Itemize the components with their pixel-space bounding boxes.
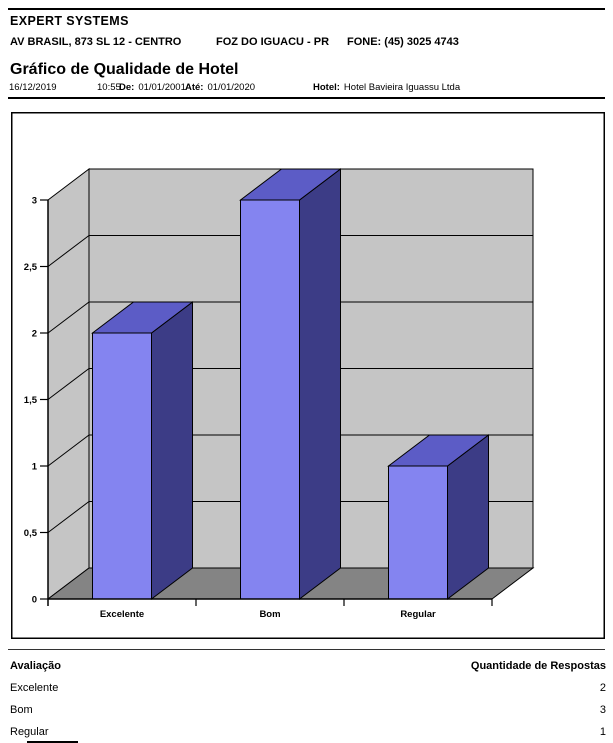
table-row-label: Regular — [10, 726, 49, 738]
table-top-rule — [8, 649, 605, 650]
report-info-line: 16/12/2019 10:55 De: 01/01/2001 Até: 01/01… — [0, 82, 613, 94]
svg-text:2,5: 2,5 — [24, 262, 38, 273]
table-row-label: Bom — [10, 704, 33, 716]
to-label: Até: — [185, 82, 204, 93]
to-value: 01/01/2020 — [207, 82, 256, 93]
svg-text:Excelente: Excelente — [100, 609, 144, 620]
table-header-quantidade: Quantidade de Respostas — [470, 660, 606, 672]
hotel-value: Hotel Bavieira Iguassu Ltda — [343, 82, 461, 93]
report-date: 16/12/2019 — [9, 82, 57, 93]
svg-text:2: 2 — [32, 329, 37, 340]
company-name: EXPERT SYSTEMS — [10, 14, 129, 28]
address-phone: FONE: (45) 3025 4743 — [347, 36, 459, 48]
hotel-info: Hotel: Hotel Bavieira Iguassu Ltda — [313, 82, 460, 93]
period-from: De: 01/01/2001 — [119, 82, 186, 93]
quality-chart: 0 0,5 1 1,5 2 2,5 3 Excelente Bom Regular — [11, 112, 605, 639]
svg-text:Regular: Regular — [400, 609, 436, 620]
top-rule — [8, 7, 605, 10]
hotel-label: Hotel: — [313, 82, 340, 93]
footer-partial-rule — [27, 740, 78, 743]
table-header-avaliacao: Avaliação — [10, 660, 61, 672]
period-to: Até: 01/01/2020 — [185, 82, 255, 93]
svg-text:Bom: Bom — [259, 609, 280, 620]
svg-text:0,5: 0,5 — [24, 528, 38, 539]
svg-text:3: 3 — [32, 196, 37, 207]
from-label: De: — [119, 82, 135, 93]
table-row-value: 2 — [599, 682, 606, 694]
table-row-value: 1 — [599, 726, 606, 738]
svg-text:0: 0 — [32, 595, 37, 606]
table-row-label: Excelente — [10, 682, 59, 694]
svg-text:1,5: 1,5 — [24, 395, 38, 406]
report-title: Gráfico de Qualidade de Hotel — [10, 61, 239, 78]
svg-text:1: 1 — [32, 462, 38, 473]
header-bottom-rule — [8, 96, 605, 99]
from-value: 01/01/2001 — [138, 82, 186, 93]
table-row-value: 3 — [599, 704, 606, 716]
address-street: AV BRASIL, 873 SL 12 - CENTRO — [10, 36, 182, 48]
report-time: 10:55 — [97, 82, 121, 93]
address-city: FOZ DO IGUACU - PR — [216, 36, 330, 48]
